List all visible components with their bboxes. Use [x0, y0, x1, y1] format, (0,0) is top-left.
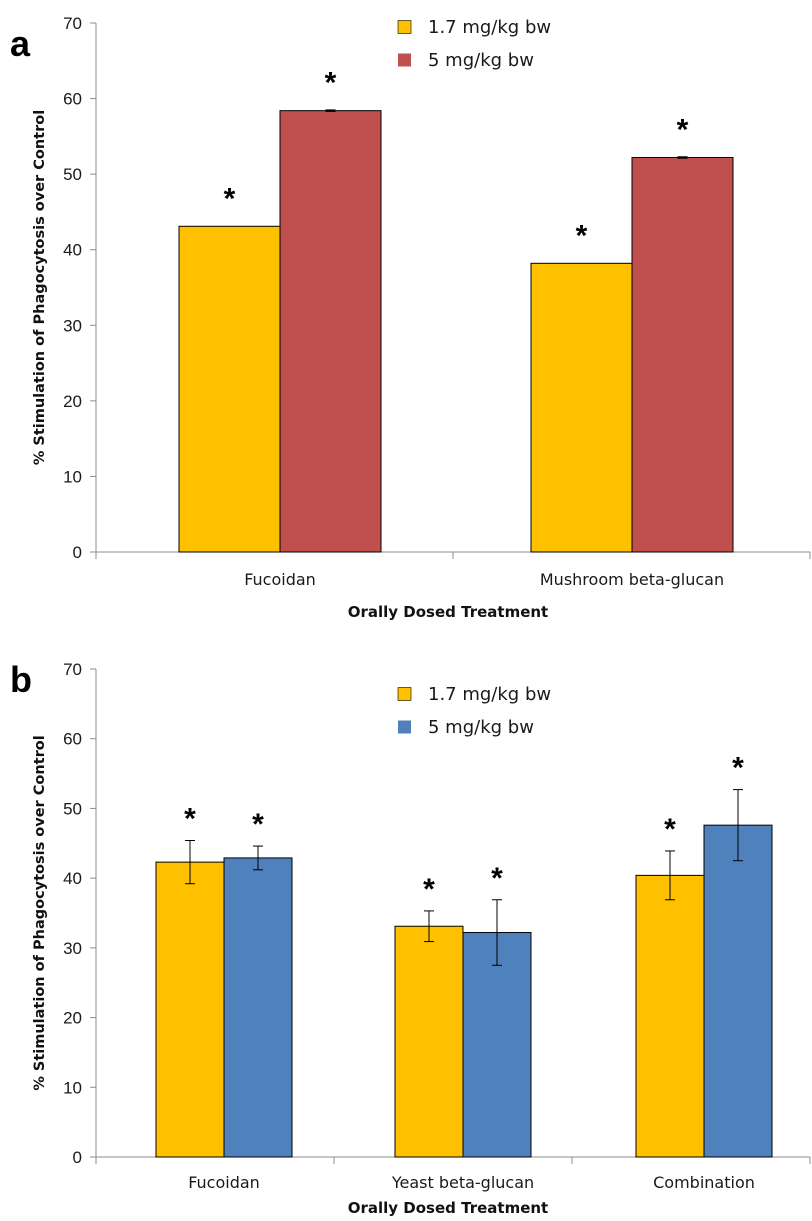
y-axis-title: % Stimulation of Phagocytosis over Contr…: [32, 735, 48, 1090]
y-tick-label: 20: [63, 1009, 82, 1028]
y-tick-label: 20: [63, 392, 82, 411]
bar: [279, 110, 382, 553]
significance-mark: *: [252, 808, 264, 841]
y-tick-label: 0: [73, 1148, 82, 1167]
y-tick-label: 70: [63, 660, 82, 679]
significance-mark: *: [423, 873, 435, 906]
y-tick-label: 30: [63, 316, 82, 335]
y-tick-label: 0: [73, 543, 82, 562]
bar: [530, 262, 633, 553]
legend-swatch: [397, 687, 412, 701]
legend-swatch: [398, 53, 411, 67]
y-tick-label: 60: [63, 90, 82, 109]
x-axis-title: Orally Dosed Treatment: [348, 1199, 548, 1217]
significance-mark: *: [677, 114, 689, 147]
legend-label: 1.7 mg/kg bw: [428, 684, 551, 705]
y-tick-label: 70: [63, 14, 82, 33]
y-tick-label: 50: [63, 165, 82, 184]
y-tick-label: 10: [63, 1078, 82, 1097]
y-tick-label: 10: [63, 467, 82, 486]
x-tick-label: Yeast beta-glucan: [391, 1173, 534, 1192]
legend-swatch: [398, 720, 411, 734]
bar: [462, 932, 532, 1158]
legend-label: 5 mg/kg bw: [428, 50, 534, 71]
legend-label: 1.7 mg/kg bw: [428, 17, 551, 38]
significance-mark: *: [664, 813, 676, 846]
y-tick-label: 30: [63, 939, 82, 958]
y-axis-title: % Stimulation of Phagocytosis over Contr…: [32, 110, 48, 465]
y-tick-label: 60: [63, 730, 82, 749]
x-tick-label: Fucoidan: [188, 1173, 260, 1192]
legend-label: 5 mg/kg bw: [428, 717, 534, 738]
x-axis-title: Orally Dosed Treatment: [348, 603, 548, 621]
bar: [631, 157, 734, 553]
significance-mark: *: [224, 182, 236, 215]
panel-label: a: [10, 23, 31, 64]
y-tick-label: 40: [63, 241, 82, 260]
significance-mark: *: [576, 219, 588, 252]
chart-a: a 0 10 20 30 40 50 60 70 Fucoidan Mushroom beta-gl…: [10, 14, 811, 621]
bar: [703, 824, 773, 1158]
bar: [178, 225, 281, 553]
bar: [223, 857, 293, 1158]
panel-label: b: [10, 659, 32, 700]
significance-mark: *: [184, 802, 196, 835]
significance-mark: *: [325, 67, 337, 100]
chart-b: b 0 10 20 30 40 50 60 70 Fucoidan Yeast beta-gluca…: [10, 659, 811, 1217]
y-tick-label: 50: [63, 799, 82, 818]
bar: [394, 925, 464, 1158]
x-tick-label: Mushroom beta-glucan: [540, 570, 724, 589]
bar: [635, 874, 705, 1158]
significance-mark: *: [732, 752, 744, 785]
legend-swatch: [397, 20, 412, 34]
significance-mark: *: [491, 862, 503, 895]
x-tick-label: Combination: [653, 1173, 755, 1192]
bar: [155, 861, 225, 1158]
y-tick-label: 40: [63, 869, 82, 888]
x-tick-label: Fucoidan: [244, 570, 316, 589]
